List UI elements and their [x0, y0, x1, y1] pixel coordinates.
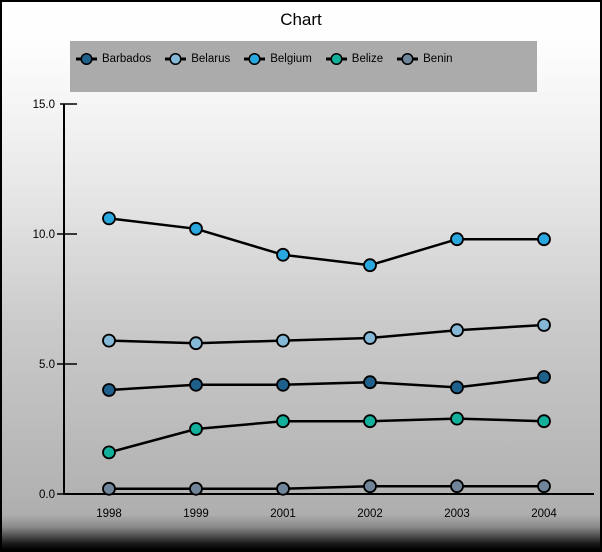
data-point-barbados-1998	[102, 383, 116, 397]
legend-marker-icon	[397, 52, 419, 66]
y-tick-label: 10.0	[33, 229, 55, 241]
data-point-belgium-2002	[363, 258, 377, 273]
y-tick-label: 15.0	[33, 99, 55, 111]
data-point-barbados-1999	[189, 377, 203, 392]
data-point-belarus-2002	[363, 331, 377, 345]
data-point-barbados-2004	[537, 370, 551, 384]
data-point-benin-2001	[276, 481, 290, 496]
data-point-barbados-2003	[450, 380, 464, 395]
series-line-benin	[109, 484, 544, 491]
legend-label: Belize	[351, 53, 384, 65]
x-axis-label: 1998	[96, 508, 122, 520]
legend-label: Belarus	[191, 53, 231, 65]
data-point-barbados-2001	[276, 377, 290, 392]
series-line-belgium	[108, 217, 544, 267]
x-axis-label: 2003	[444, 508, 470, 520]
data-point-belgium-2001	[276, 247, 290, 262]
data-point-belgium-2003	[450, 232, 464, 247]
data-point-belize-2001	[276, 414, 290, 429]
legend-label: Benin	[423, 53, 453, 65]
data-point-benin-2002	[363, 479, 377, 494]
y-tick-label: 0.0	[39, 489, 55, 501]
data-point-belarus-1998	[102, 333, 116, 348]
legend: Barbados Belarus Belgium Belize Benin	[70, 41, 537, 92]
x-axis-label: 2004	[531, 508, 557, 520]
data-point-belgium-1998	[102, 211, 116, 226]
data-point-belarus-2004	[537, 318, 551, 332]
data-point-belgium-2004	[537, 232, 551, 247]
legend-marker-icon	[165, 52, 187, 66]
legend-item-belize: Belize	[325, 52, 384, 66]
legend-label: Belgium	[270, 53, 312, 65]
chart-title: Chart	[280, 10, 322, 29]
x-axis-label: 2002	[357, 508, 383, 520]
data-point-belarus-2001	[276, 333, 290, 348]
x-axis-label: 1999	[183, 508, 209, 520]
legend-item-barbados: Barbados	[76, 52, 151, 66]
legend-marker-icon	[76, 52, 97, 66]
data-point-benin-2003	[450, 479, 464, 494]
data-point-belize-2004	[537, 414, 551, 429]
data-point-belize-2002	[363, 414, 377, 429]
legend-item-belgium: Belgium	[244, 52, 312, 66]
data-point-belize-1999	[189, 422, 203, 436]
x-axis-label: 2001	[270, 508, 296, 520]
data-point-benin-1998	[102, 481, 116, 496]
legend-marker-icon	[325, 52, 347, 66]
data-point-belarus-1999	[189, 336, 203, 351]
data-point-belgium-1999	[189, 221, 203, 236]
legend-marker-icon	[244, 52, 266, 66]
data-point-benin-1999	[189, 481, 203, 496]
series-line-belize	[108, 417, 545, 454]
data-point-barbados-2002	[363, 375, 377, 390]
data-point-benin-2004	[537, 479, 551, 494]
y-tick-label: 5.0	[39, 359, 55, 371]
legend-item-belarus: Belarus	[165, 52, 230, 66]
data-point-belize-1998	[102, 445, 116, 460]
series-line-barbados	[108, 375, 545, 392]
legend-item-benin: Benin	[397, 52, 453, 66]
series-line-belarus	[108, 323, 545, 345]
data-point-belarus-2003	[450, 323, 464, 338]
legend-label: Barbados	[102, 53, 152, 65]
data-point-belize-2003	[450, 411, 464, 426]
